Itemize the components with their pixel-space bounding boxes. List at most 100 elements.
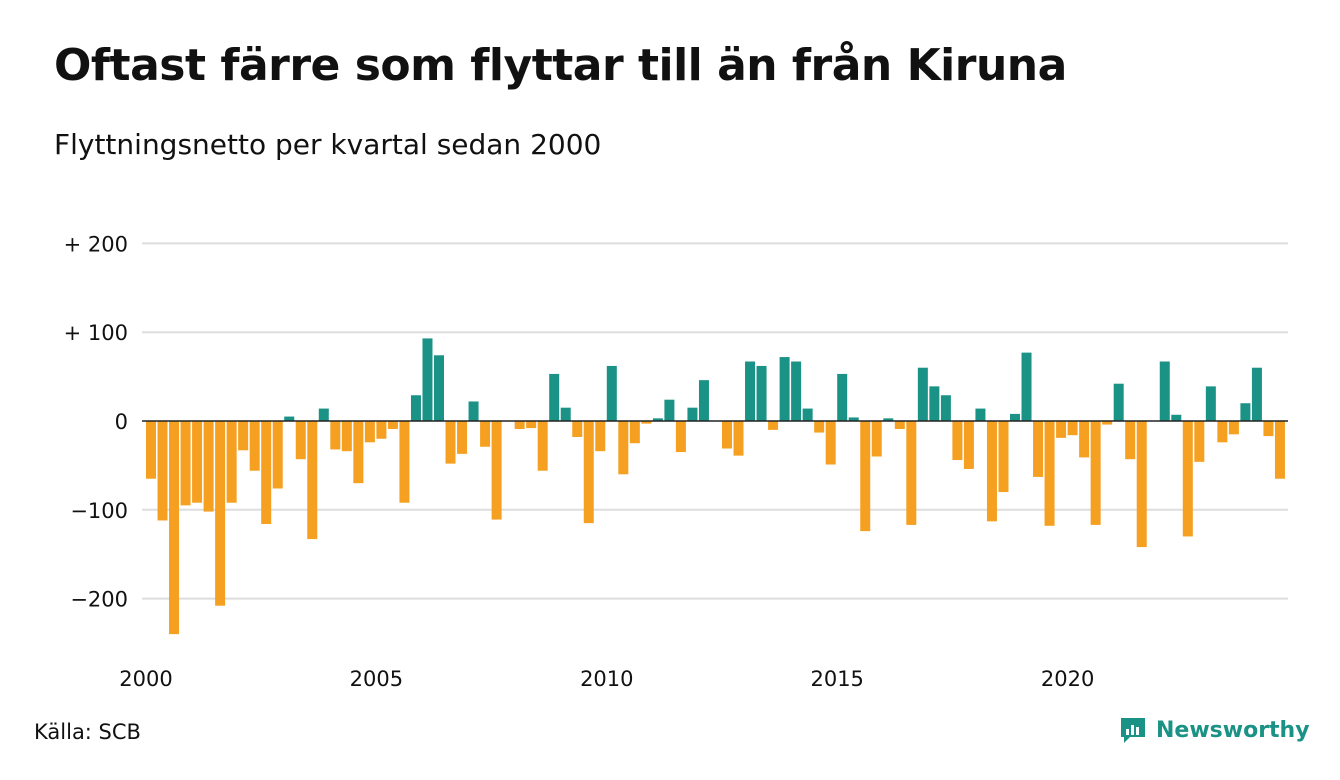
bar <box>480 421 491 447</box>
bar <box>1205 386 1216 421</box>
bar <box>998 421 1009 493</box>
bar <box>399 421 410 503</box>
bar <box>952 421 963 461</box>
bar <box>295 421 306 460</box>
chart-subtitle: Flyttningsnetto per kvartal sedan 2000 <box>54 128 602 161</box>
bar <box>491 421 502 520</box>
y-tick-label: + 100 <box>64 321 128 345</box>
bar <box>906 421 917 525</box>
bar <box>215 421 226 606</box>
bar <box>929 386 940 421</box>
bar <box>894 421 905 429</box>
bar <box>1044 421 1055 526</box>
bar <box>618 421 629 475</box>
bar <box>1021 352 1032 421</box>
brand-name: Newsworthy <box>1156 717 1310 743</box>
bar <box>768 421 779 430</box>
bar <box>1217 421 1228 443</box>
bar <box>986 421 997 522</box>
newsworthy-logo-icon <box>1121 718 1145 743</box>
bar <box>192 421 203 503</box>
x-tick-label: 2005 <box>350 667 403 691</box>
bar <box>1067 421 1078 436</box>
bar <box>595 421 606 452</box>
bar <box>1033 421 1044 477</box>
bar <box>526 421 537 429</box>
bar <box>238 421 249 451</box>
bar <box>180 421 191 506</box>
bar <box>1113 383 1124 421</box>
bar <box>871 421 882 457</box>
bar <box>169 421 180 635</box>
bar <box>1079 421 1090 458</box>
bar <box>560 407 571 421</box>
y-tick-label: −100 <box>70 499 128 523</box>
bar <box>572 421 583 437</box>
bar <box>1263 421 1274 437</box>
bar <box>353 421 364 484</box>
bar <box>664 399 675 421</box>
bar <box>779 357 790 421</box>
bar <box>318 408 329 421</box>
x-tick-label: 2000 <box>119 667 172 691</box>
bar <box>802 408 813 421</box>
bar <box>629 421 640 444</box>
bar <box>641 421 652 424</box>
bar <box>457 421 468 454</box>
bar <box>940 395 951 421</box>
bar <box>698 380 709 421</box>
bar <box>848 417 859 421</box>
bar <box>606 365 617 421</box>
bar <box>733 421 744 456</box>
bar <box>445 421 456 464</box>
bar <box>549 373 560 421</box>
bar <box>652 418 663 421</box>
y-tick-label: −200 <box>70 588 128 612</box>
bar <box>1194 421 1205 462</box>
bar <box>883 418 894 421</box>
bar <box>1228 421 1239 435</box>
bar <box>387 421 398 429</box>
bar <box>249 421 260 471</box>
bar <box>376 421 387 439</box>
bar <box>745 361 756 421</box>
bar <box>675 421 686 453</box>
bar <box>422 338 433 421</box>
bar <box>1240 403 1251 421</box>
y-tick-label: + 200 <box>64 232 128 256</box>
bar <box>1171 414 1182 421</box>
bar <box>537 421 548 471</box>
bar <box>514 421 525 429</box>
bars <box>146 338 1285 635</box>
bar <box>1182 421 1193 537</box>
bar <box>975 408 986 421</box>
bar <box>157 421 168 521</box>
x-tick-label: 2020 <box>1041 667 1094 691</box>
y-tick-label: 0 <box>115 410 128 434</box>
bar <box>791 361 802 421</box>
bar <box>814 421 825 433</box>
bar <box>468 401 479 421</box>
bar <box>1251 367 1262 421</box>
bar <box>1125 421 1136 460</box>
bar <box>261 421 272 525</box>
bar <box>203 421 214 512</box>
source-note: Källa: SCB <box>34 720 141 744</box>
bar <box>1159 361 1170 421</box>
brand-logo[interactable]: Newsworthy <box>1118 715 1310 745</box>
bar <box>307 421 318 540</box>
bar <box>756 365 767 421</box>
bar <box>825 421 836 465</box>
bar <box>364 421 375 443</box>
bar <box>583 421 594 524</box>
bar <box>1136 421 1147 548</box>
bar <box>410 395 421 421</box>
axes: + 200 + 100 0 −100 −200 2000 2005 2010 2015 2020 <box>64 232 1288 691</box>
bar <box>226 421 237 503</box>
bar <box>963 421 974 469</box>
bar <box>722 421 732 449</box>
bar-chart: + 200 + 100 0 −100 −200 2000 2005 2010 2015 2020 <box>64 232 1288 691</box>
bar <box>330 421 341 450</box>
bar <box>284 416 295 421</box>
bar <box>146 421 156 479</box>
